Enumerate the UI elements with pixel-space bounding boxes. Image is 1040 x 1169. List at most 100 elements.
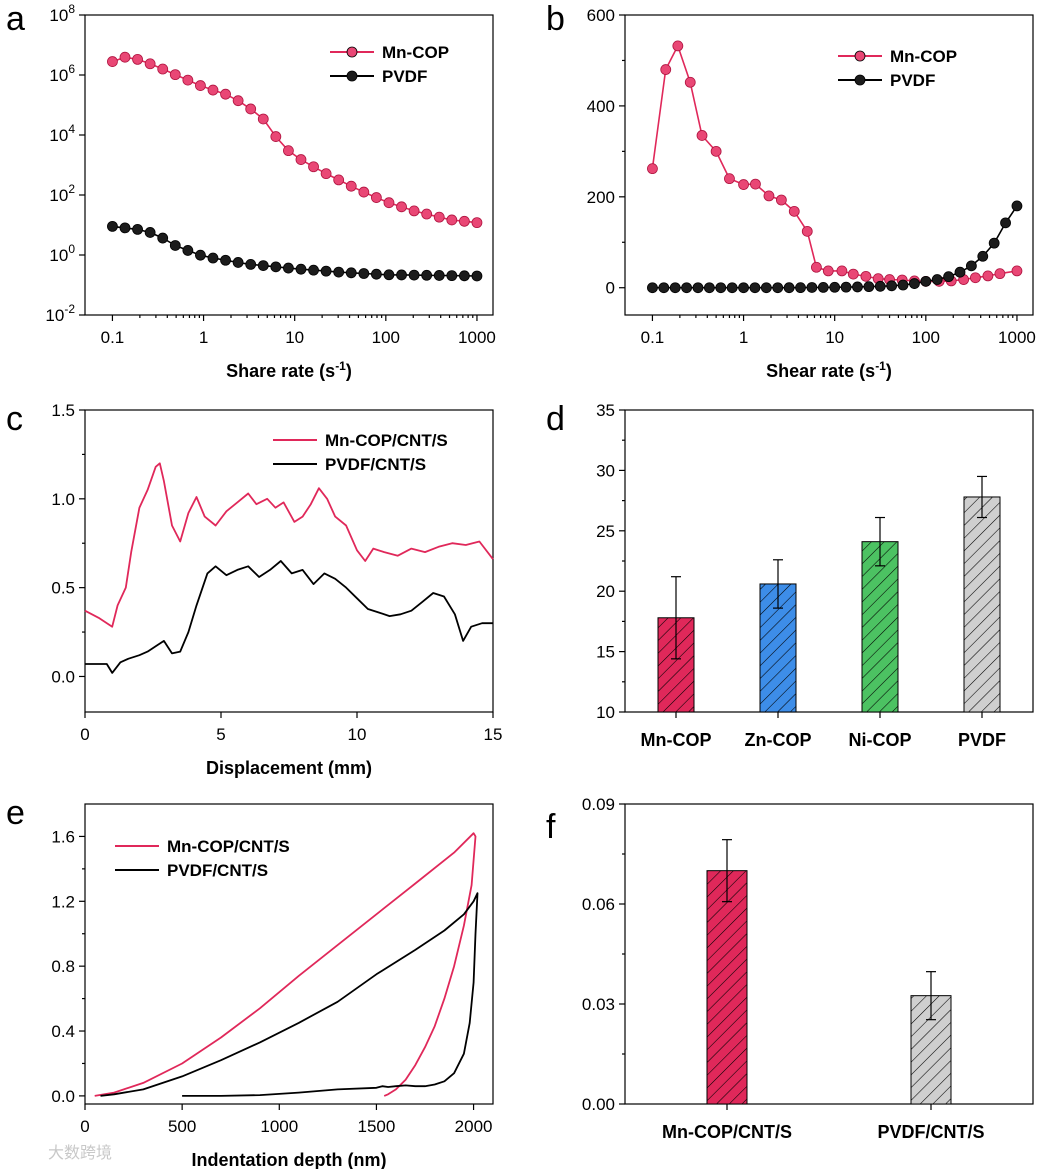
data-point bbox=[119, 222, 131, 234]
data-point bbox=[1000, 217, 1011, 229]
data-point bbox=[220, 254, 231, 266]
data-point bbox=[370, 268, 382, 280]
panel-label-b: b bbox=[546, 0, 565, 38]
panel-label-a: a bbox=[6, 0, 25, 38]
y-tick-label-exp: 2 bbox=[68, 182, 75, 196]
data-point bbox=[207, 252, 219, 264]
data-point bbox=[965, 260, 977, 272]
x-category-label: Ni-COP bbox=[849, 730, 912, 750]
y-tick-label: 25 bbox=[596, 522, 615, 541]
data-point bbox=[144, 227, 156, 238]
data-point bbox=[970, 272, 981, 284]
watermark: 大数跨境 bbox=[48, 1143, 112, 1162]
data-point bbox=[383, 269, 395, 281]
series-line bbox=[112, 225, 478, 277]
data-point bbox=[446, 214, 458, 226]
y-tick-label: 200 bbox=[587, 188, 615, 207]
data-point bbox=[738, 282, 749, 294]
data-point bbox=[1011, 200, 1023, 212]
series-line bbox=[651, 45, 1018, 283]
x-category-label: Mn-COP/CNT/S bbox=[662, 1122, 792, 1142]
y-tick-label: 30 bbox=[596, 461, 615, 480]
x-axis-label-sup: -1 bbox=[335, 359, 346, 373]
data-point bbox=[195, 80, 206, 91]
y-tick-label: 20 bbox=[596, 582, 615, 601]
data-point bbox=[107, 220, 118, 232]
data-point bbox=[421, 269, 433, 281]
y-tick-label-base: 10 bbox=[45, 306, 64, 325]
data-point bbox=[320, 265, 332, 277]
x-category-label: Zn-COP bbox=[745, 730, 812, 750]
y-tick-label: 108 bbox=[49, 2, 75, 25]
data-point bbox=[458, 270, 470, 282]
data-point bbox=[408, 269, 420, 281]
data-point bbox=[822, 265, 834, 277]
data-point bbox=[383, 197, 395, 209]
y-tick-label-exp: 6 bbox=[68, 62, 75, 76]
data-point bbox=[295, 154, 307, 165]
y-tick-label: 0.8 bbox=[51, 957, 75, 976]
data-point bbox=[681, 282, 693, 294]
data-point bbox=[169, 240, 181, 251]
data-point bbox=[692, 282, 704, 294]
x-axis-label: Shear rate (s-1) bbox=[766, 359, 892, 381]
data-point bbox=[660, 64, 672, 75]
x-tick-label: 1500 bbox=[358, 1117, 396, 1136]
data-point bbox=[977, 250, 989, 262]
data-point bbox=[396, 269, 407, 281]
data-point bbox=[806, 282, 818, 293]
data-point bbox=[750, 178, 761, 190]
data-point bbox=[703, 282, 715, 294]
data-point bbox=[270, 131, 282, 142]
x-tick-label: 100 bbox=[372, 328, 400, 347]
data-point bbox=[132, 53, 143, 65]
data-point bbox=[107, 56, 118, 67]
x-tick-label: 1000 bbox=[260, 1117, 298, 1136]
data-point bbox=[801, 225, 813, 237]
data-point bbox=[760, 282, 772, 294]
y-tick-label: 1.5 bbox=[51, 401, 75, 420]
data-point bbox=[257, 260, 269, 272]
panel-label-f: f bbox=[546, 808, 556, 846]
y-tick-label-exp: 0 bbox=[68, 242, 75, 256]
data-point bbox=[710, 145, 722, 157]
legend-marker bbox=[854, 50, 866, 62]
legend-label: PVDF bbox=[890, 71, 935, 90]
data-point bbox=[726, 282, 738, 294]
data-point bbox=[257, 113, 269, 125]
x-axis-label: Displacement (mm) bbox=[206, 758, 372, 778]
data-point bbox=[836, 265, 848, 277]
data-point bbox=[840, 281, 852, 293]
y-tick-label: 0.0 bbox=[51, 667, 75, 686]
data-point bbox=[358, 268, 370, 279]
data-point bbox=[863, 281, 875, 293]
data-point bbox=[672, 40, 684, 52]
panel-f: f 0.00 0.03 0.06 0.09 Mn-COP/CNT/S PVDF/CNT/S bbox=[546, 795, 1034, 1142]
series-line bbox=[94, 832, 477, 1097]
data-point bbox=[715, 282, 727, 294]
panel-label-d: d bbox=[546, 400, 565, 438]
legend-marker bbox=[346, 46, 358, 58]
y-tick-label-exp: 4 bbox=[68, 122, 75, 136]
x-tick-label: 10 bbox=[285, 328, 304, 347]
data-point bbox=[788, 205, 800, 217]
legend-marker bbox=[854, 74, 866, 86]
x-tick-label: 1000 bbox=[998, 328, 1036, 347]
data-point bbox=[874, 280, 886, 292]
plot-frame bbox=[624, 803, 1034, 1105]
data-point bbox=[270, 261, 282, 273]
x-axis-label-end: ) bbox=[886, 361, 892, 381]
data-point bbox=[684, 76, 696, 88]
data-point bbox=[658, 282, 670, 294]
bar-hatch bbox=[964, 496, 1000, 712]
data-point bbox=[182, 74, 194, 86]
x-axis-label-sup: -1 bbox=[875, 359, 886, 373]
data-point bbox=[471, 270, 483, 282]
data-point bbox=[433, 270, 445, 281]
data-point bbox=[783, 282, 795, 294]
data-point bbox=[245, 103, 257, 115]
data-point bbox=[749, 282, 761, 294]
data-point bbox=[772, 282, 784, 294]
data-point bbox=[245, 258, 257, 270]
